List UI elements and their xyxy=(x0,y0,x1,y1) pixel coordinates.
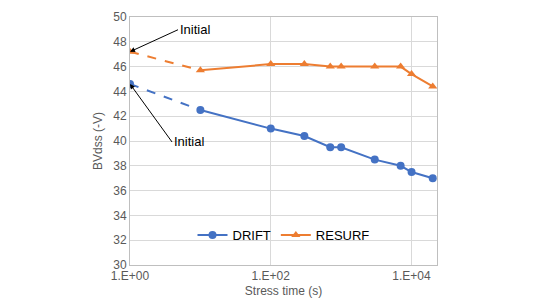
svg-text:40: 40 xyxy=(113,134,127,148)
svg-text:50: 50 xyxy=(113,10,127,24)
svg-text:44: 44 xyxy=(113,85,127,99)
svg-text:1.E+00: 1.E+00 xyxy=(111,269,150,283)
svg-text:38: 38 xyxy=(113,159,127,173)
svg-text:1.E+04: 1.E+04 xyxy=(392,269,431,283)
svg-text:1.E+02: 1.E+02 xyxy=(252,269,291,283)
svg-text:32: 32 xyxy=(113,233,127,247)
svg-text:Initial: Initial xyxy=(180,22,210,37)
svg-text:34: 34 xyxy=(113,209,127,223)
svg-text:RESURF: RESURF xyxy=(316,228,370,243)
svg-text:Stress time (s): Stress time (s) xyxy=(245,284,322,298)
svg-text:30: 30 xyxy=(113,258,127,272)
svg-text:46: 46 xyxy=(113,60,127,74)
svg-text:Initial: Initial xyxy=(174,134,204,149)
svg-text:BVdss (-V): BVdss (-V) xyxy=(91,112,105,170)
svg-text:42: 42 xyxy=(113,109,127,123)
svg-text:48: 48 xyxy=(113,35,127,49)
svg-text:36: 36 xyxy=(113,184,127,198)
svg-text:DRIFT: DRIFT xyxy=(233,228,271,243)
